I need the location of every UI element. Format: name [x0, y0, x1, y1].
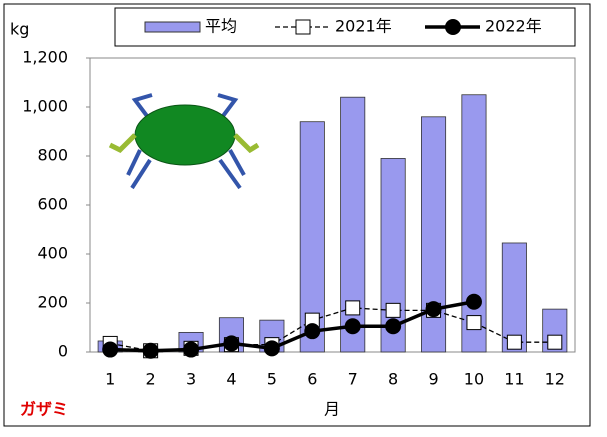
annotation: ガザミ	[20, 400, 68, 419]
x-axis-label: 月	[324, 400, 340, 419]
x-tick-label: 4	[226, 370, 236, 389]
legend-marker	[295, 19, 311, 35]
x-tick-label: 11	[504, 370, 524, 389]
marker	[547, 334, 563, 350]
legend-label: 平均	[205, 17, 237, 36]
y-tick-label: 200	[37, 293, 68, 312]
x-tick-label: 5	[267, 370, 277, 389]
marker	[344, 318, 361, 335]
x-tick-label: 8	[388, 370, 398, 389]
x-tick-label: 2	[146, 370, 156, 389]
x-tick-label: 7	[348, 370, 358, 389]
marker	[345, 300, 361, 316]
x-tick-label: 12	[545, 370, 565, 389]
legend-swatch	[144, 21, 201, 33]
marker	[506, 334, 522, 350]
bar	[461, 94, 487, 353]
x-tick-label: 6	[307, 370, 317, 389]
x-tick-label: 1	[105, 370, 115, 389]
legend-label: 2021年	[335, 17, 392, 36]
marker	[223, 335, 240, 352]
marker	[466, 315, 482, 331]
y-tick-label: 400	[37, 244, 68, 263]
legend-label: 2022年	[485, 17, 542, 36]
marker	[465, 293, 482, 310]
marker	[183, 341, 200, 358]
legend-marker	[445, 19, 461, 35]
y-tick-label: 600	[37, 195, 68, 214]
marker	[102, 341, 119, 358]
y-unit: kg	[10, 20, 29, 39]
frame	[3, 3, 591, 427]
marker	[425, 301, 442, 318]
marker	[385, 302, 401, 318]
marker	[385, 318, 402, 335]
line	[110, 300, 475, 353]
marker	[142, 342, 159, 359]
x-tick-label: 3	[186, 370, 196, 389]
marker	[263, 340, 280, 357]
y-tick-label: 1,000	[22, 97, 68, 116]
marker	[304, 323, 321, 340]
x-tick-label: 9	[428, 370, 438, 389]
y-tick-label: 800	[37, 146, 68, 165]
y-tick-label: 1,200	[22, 48, 68, 67]
y-tick-label: 0	[58, 342, 68, 361]
crab-icon	[108, 93, 260, 190]
x-tick-label: 10	[464, 370, 484, 389]
bar	[501, 242, 527, 353]
